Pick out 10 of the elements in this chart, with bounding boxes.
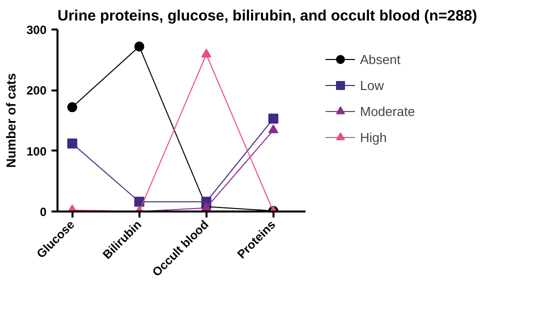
legend-label: Absent	[360, 52, 400, 66]
y-tick-label: 100	[26, 144, 47, 158]
y-tick-label: 300	[26, 23, 47, 37]
chart-title: Urine proteins, glucose, bilirubin, and occult blood (n=288)	[58, 8, 478, 24]
legend-label: High	[360, 130, 387, 144]
legend-label: Low	[360, 78, 384, 92]
y-axis-title: Number of cats	[3, 73, 18, 168]
y-tick-label: 0	[40, 205, 47, 219]
y-tick-label: 200	[26, 84, 47, 98]
legend-label: Moderate	[360, 104, 415, 118]
